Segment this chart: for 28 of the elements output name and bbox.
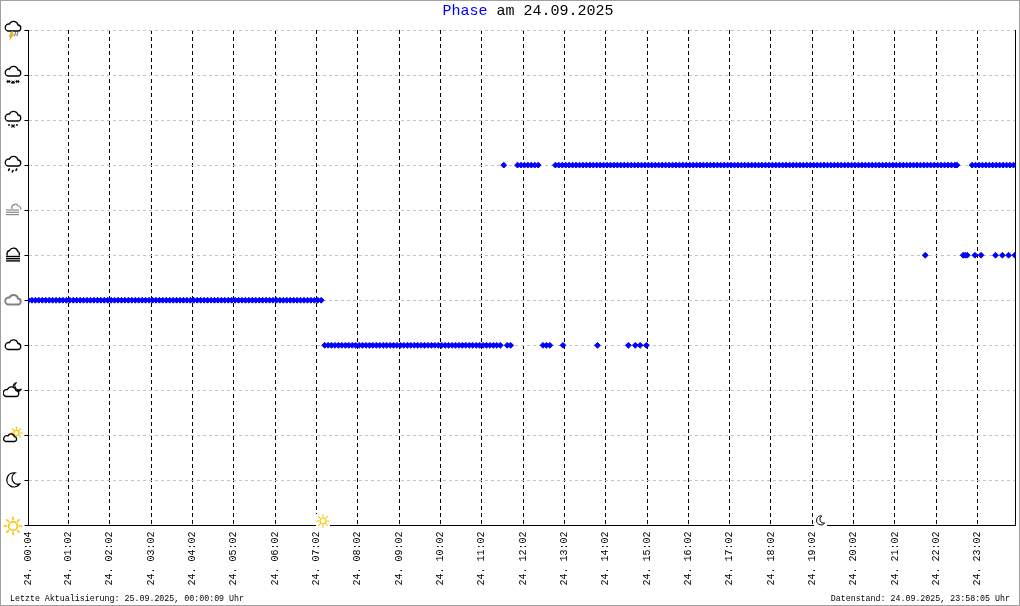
x-tick-label: 24. 08:02 <box>352 531 364 586</box>
x-tick-label: 24. 05:02 <box>228 531 240 586</box>
x-tick-label: 24. 15:02 <box>641 531 653 586</box>
x-tick-label: 24. 19:02 <box>806 531 818 586</box>
x-tick-label: 24. 16:02 <box>682 531 694 586</box>
x-tick-label: 24. 06:02 <box>269 531 281 586</box>
x-tick-label: 24. 01:02 <box>63 531 75 586</box>
chart-title: am 24.09.2025 <box>496 3 614 20</box>
x-tick-label: 24. 04:02 <box>187 531 199 586</box>
x-tick-label: 24. 22:02 <box>930 531 942 586</box>
x-tick-label: 24. 23:02 <box>972 531 984 586</box>
x-tick-label: 24. 11:02 <box>476 531 488 586</box>
x-tick-label: 24. 07:02 <box>311 531 323 586</box>
x-tick-label: 24. 12:02 <box>517 531 529 586</box>
x-tick-label: 24. 09:02 <box>393 531 405 586</box>
text: Letzte Aktualisierung: 25.09.2025, 00:00:09 Uhr <box>10 593 245 605</box>
x-tick-label: 24. 14:02 <box>600 531 612 586</box>
text: Datenstand: 24.09.2025, 23:58:05 Uhr <box>830 593 1010 605</box>
text: Phase <box>442 3 488 20</box>
x-tick-label: 24. 18:02 <box>765 531 777 586</box>
x-tick-label: 24. 17:02 <box>724 531 736 586</box>
x-tick-label: 24. 02:02 <box>104 531 116 586</box>
x-tick-label: 24. 10:02 <box>435 531 447 586</box>
x-tick-label: 24. 13:02 <box>559 531 570 586</box>
x-tick-label: 24. 03:02 <box>145 531 157 586</box>
x-tick-label: 24. 20:02 <box>848 531 860 586</box>
x-tick-label: 24. 00:04 <box>23 531 35 586</box>
x-tick-label: 24. 21:02 <box>889 531 901 586</box>
